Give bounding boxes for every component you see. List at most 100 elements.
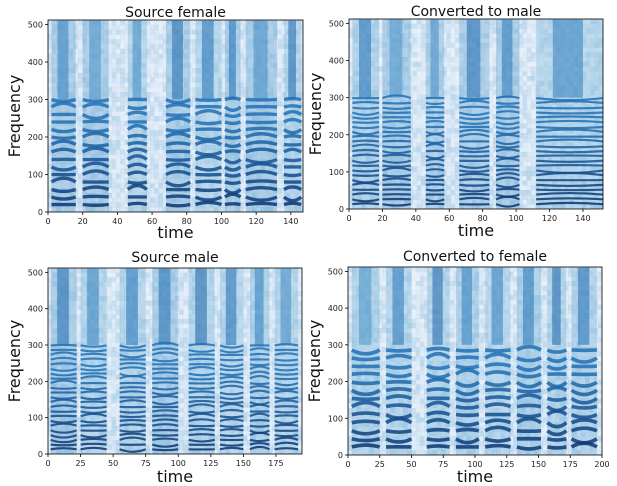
spectrogram-cell <box>531 185 536 191</box>
spectrogram-cell <box>404 33 409 39</box>
harmonic-line <box>223 188 242 195</box>
spectrogram-cell <box>281 34 287 40</box>
spectrogram-cell <box>378 33 384 39</box>
spectrogram-cell <box>184 29 189 35</box>
spectrogram-cell <box>463 142 469 148</box>
harmonic-line <box>352 139 380 143</box>
spectrogram-cell <box>128 44 134 50</box>
spectrogram-cell <box>94 197 100 203</box>
spectrogram-cell <box>124 144 130 151</box>
spectrogram-cell <box>590 85 596 91</box>
spectrogram-cell <box>171 154 176 160</box>
spectrogram-cell <box>365 128 371 134</box>
spectrogram-cell <box>222 149 227 155</box>
spectrogram-cell <box>497 66 502 72</box>
spectrogram-cell <box>539 147 545 153</box>
spectrogram-cell <box>395 104 401 110</box>
spectrogram-cell <box>531 175 536 181</box>
spectrogram-cell <box>560 175 566 181</box>
spectrogram-cell <box>522 199 528 205</box>
spectrogram-cell <box>382 194 388 200</box>
spectrogram-cell <box>492 76 498 82</box>
spectrogram-cell <box>273 116 278 122</box>
spectrogram-cell <box>239 96 244 103</box>
spectrogram-cell <box>450 95 456 101</box>
spectrogram-cell <box>226 197 232 203</box>
spectrogram-cell <box>387 128 392 134</box>
spectrogram-cell <box>361 204 367 209</box>
spectrogram-cell <box>277 101 283 107</box>
spectrogram-cell <box>281 39 287 45</box>
spectrogram-cell <box>124 48 130 55</box>
spectrogram-cell <box>552 175 557 181</box>
spectrogram-cell <box>543 180 549 186</box>
spectrogram-cell <box>116 178 121 184</box>
spectrogram-cell <box>492 137 498 143</box>
spectrogram-cell <box>573 204 579 209</box>
harmonic-line <box>126 123 148 131</box>
spectrogram-cell <box>484 80 490 86</box>
spectrogram-cell <box>107 197 113 203</box>
spectrogram-cell <box>77 68 83 74</box>
spectrogram-cell <box>111 120 117 127</box>
spectrogram-cell <box>531 71 536 77</box>
spectrogram-cell <box>184 207 189 212</box>
spectrogram-cell <box>514 38 519 44</box>
spectrogram-cell <box>374 185 380 191</box>
spectrogram-cell <box>433 194 439 200</box>
spectrogram-cell <box>277 192 283 199</box>
spectrogram-cell <box>514 123 519 129</box>
spectrogram-cell <box>141 92 147 98</box>
spectrogram-cell <box>137 101 142 107</box>
spectrogram-cell <box>230 111 236 117</box>
spectrogram-cell <box>99 77 104 83</box>
spectrogram-cell <box>425 23 430 29</box>
spectrogram-cell <box>52 192 57 199</box>
spectrogram-cell <box>133 101 138 107</box>
spectrogram-cell <box>192 111 198 117</box>
spectrogram-cell <box>281 125 287 131</box>
spectrogram-cell <box>247 34 253 40</box>
spectrogram-cell <box>433 142 439 148</box>
spectrogram-cell <box>256 183 261 189</box>
formant-band <box>172 20 183 100</box>
spectrogram-cell <box>361 171 367 177</box>
spectrogram-cell <box>116 92 121 98</box>
spectrogram-cell <box>209 207 215 212</box>
spectrogram-cell <box>239 202 244 208</box>
spectrogram-cell <box>349 23 354 29</box>
spectrogram-cell <box>264 192 270 199</box>
spectrogram-cell <box>124 178 130 184</box>
spectrogram-cell <box>425 57 430 63</box>
spectrogram-cell <box>48 197 53 203</box>
spectrogram-cell <box>547 142 553 148</box>
spectrogram-cell <box>116 44 121 50</box>
spectrogram-cell <box>116 106 121 112</box>
spectrogram-cell <box>171 197 176 203</box>
spectrogram-cell <box>382 33 388 39</box>
spectrogram-cell <box>353 90 358 96</box>
spectrogram-cell <box>374 190 380 196</box>
spectrogram-cell <box>412 80 418 86</box>
spectrogram-cell <box>298 29 303 35</box>
spectrogram-cell <box>480 95 485 101</box>
spectrogram-cell <box>476 114 481 120</box>
spectrogram-cell <box>594 61 600 67</box>
spectrogram-cell <box>273 92 278 98</box>
spectrogram-cell <box>52 154 57 160</box>
spectrogram-cell <box>120 82 125 88</box>
spectrogram-cell <box>277 96 283 103</box>
spectrogram-cell <box>150 96 155 103</box>
spectrogram-cell <box>412 57 418 63</box>
spectrogram-cell <box>526 19 532 25</box>
spectrogram-cell <box>128 135 134 141</box>
spectrogram-cell <box>526 61 532 67</box>
spectrogram-cell <box>196 53 202 59</box>
spectrogram-cell <box>145 53 151 59</box>
spectrogram-cell <box>218 101 223 107</box>
spectrogram-cell <box>420 57 426 63</box>
spectrogram-cell <box>598 156 603 162</box>
spectrogram-cell <box>120 39 125 45</box>
spectrogram-cell <box>539 57 545 63</box>
spectrogram-cell <box>463 185 469 191</box>
